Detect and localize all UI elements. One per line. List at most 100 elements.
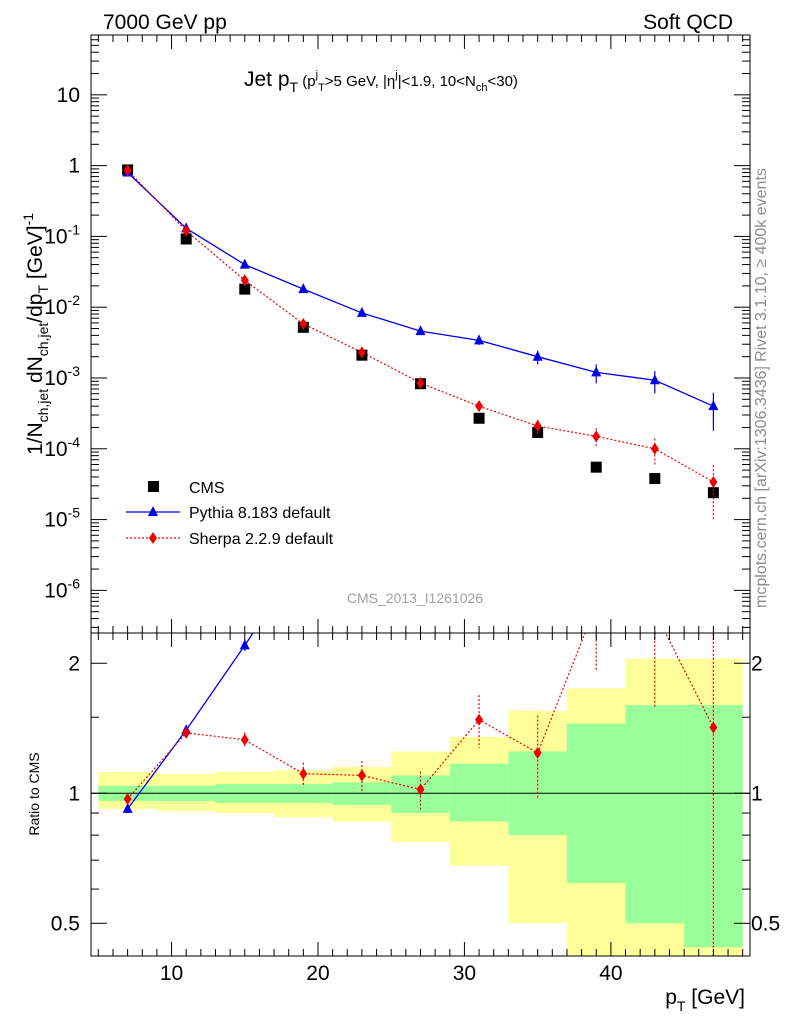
top-y-tick-label: 1 (68, 155, 80, 178)
ratio-pythia-point (416, 467, 426, 477)
ratio-sherpa-point (475, 713, 484, 726)
ratio-sherpa-point (299, 767, 308, 780)
pythia-point (298, 283, 309, 294)
sherpa-point (299, 317, 308, 330)
cms-point (239, 283, 251, 295)
bottom-panel: 0.5 0.5 1 1 2 2 10 20 30 40 Ratio to CMS pT [GeV… (26, 187, 780, 1014)
top-content (122, 164, 719, 522)
top-panel: 10-6 10-5 10-4 10-3 10-2 10-1 1 10 Jet pT (pjT>… (20, 34, 751, 634)
plot-title: Jet pT (pjT>5 GeV, |ηj|<1.9, 10<Nch<30) (244, 68, 518, 95)
pythia-point (239, 258, 250, 269)
legend-sherpa-label: Sherpa 2.2.9 default (189, 531, 334, 548)
top-y-axis-label: 1/Nch,jet dNch,jet/dpT [GeV]-1 (20, 213, 51, 455)
sherpa-point (240, 274, 249, 287)
ratio-pythia-point (239, 639, 250, 650)
cms-point (590, 461, 602, 473)
cms-point (707, 487, 719, 499)
band-inner-6 (449, 763, 509, 822)
legend-entry-pythia: Pythia 8.183 default (126, 505, 331, 522)
ratio-sherpa-point (240, 733, 249, 746)
ratio-pythia-point (298, 552, 308, 562)
band-inner-8 (566, 723, 626, 883)
legend-sherpa-marker (149, 532, 157, 544)
bottom-y-axis-label: Ratio to CMS (26, 752, 42, 835)
ratio-sherpa-point (592, 599, 600, 611)
ratio-sherpa-point (182, 726, 191, 739)
ratio-pythia-point (474, 312, 484, 322)
cms-point (180, 233, 192, 245)
ratio-pythia-point (357, 527, 367, 537)
pythia-point (474, 334, 485, 345)
ratio-pythia-line (127, 633, 254, 810)
x-tick-label: 10 (160, 962, 183, 985)
legend: CMS Pythia 8.183 default Sherpa 2.2.9 de… (126, 480, 334, 548)
ratio-sherpa-point (357, 769, 366, 782)
ratio-sherpa-point (651, 606, 659, 618)
x-tick-labels: 10 20 30 40 (160, 962, 623, 985)
top-y-tick-label: 10-5 (44, 505, 80, 532)
x-tick-label: 40 (599, 962, 622, 985)
top-ticks (91, 34, 750, 633)
ratio-pythia-point (533, 324, 543, 334)
cms-point (649, 473, 661, 485)
top-y-tick-label: 10-4 (44, 434, 80, 461)
top-y-tick-labels: 10-6 10-5 10-4 10-3 10-2 10-1 1 10 (44, 84, 80, 603)
ratio-sherpa-point (709, 721, 718, 734)
legend-pythia-marker (148, 506, 158, 516)
top-y-tick-label: 10-3 (44, 363, 80, 390)
bottom-y-tick-label-right: 1 (751, 782, 763, 805)
legend-cms-marker (148, 481, 159, 492)
bottom-y-tick-labels: 0.5 0.5 1 1 2 2 (51, 652, 780, 935)
top-y-tick-label: 10-2 (44, 292, 80, 319)
sherpa-point (475, 400, 484, 413)
sherpa-point (123, 164, 132, 177)
x-axis-label: pT [GeV] (665, 986, 745, 1014)
analysis-id: CMS_2013_I1261026 (347, 590, 483, 606)
sherpa-point (592, 430, 601, 443)
bottom-content (91, 187, 750, 956)
side-rivet-text: Rivet 3.1.10, ≥ 400k events (753, 168, 770, 362)
top-y-tick-label: 10-1 (44, 221, 80, 248)
sherpa-point (650, 442, 659, 455)
bottom-y-tick-label-left: 2 (68, 652, 80, 675)
side-mcplots-text: mcplots.cern.ch [arXiv:1306.3436] (753, 366, 770, 608)
pythia-point (356, 306, 367, 317)
sherpa-point (709, 475, 718, 488)
pythia-line (127, 172, 714, 407)
cms-point (473, 412, 485, 424)
legend-entry-sherpa: Sherpa 2.2.9 default (126, 531, 334, 548)
bottom-ticks (91, 633, 750, 956)
header-right: Soft QCD (643, 11, 733, 34)
x-tick-label: 20 (306, 962, 329, 985)
ratio-pythia-point (122, 802, 133, 813)
sherpa-point (533, 419, 542, 432)
header-left: 7000 GeV pp (103, 11, 227, 34)
bottom-y-tick-label-left: 0.5 (51, 912, 80, 935)
sherpa-point (357, 346, 366, 359)
band-inner-9 (625, 705, 685, 924)
pythia-point (708, 400, 719, 411)
pythia-point (532, 350, 543, 361)
top-y-tick-label: 10-6 (44, 575, 80, 602)
ratio-sherpa-point (123, 792, 132, 805)
top-y-tick-label: 10 (57, 84, 80, 107)
ratio-pythia-point (591, 209, 601, 219)
sherpa-point (416, 376, 425, 389)
bottom-y-tick-label-left: 1 (68, 782, 80, 805)
ratio-sherpa-point (533, 746, 542, 759)
bottom-y-tick-label-right: 0.5 (751, 912, 780, 935)
legend-pythia-label: Pythia 8.183 default (189, 505, 331, 522)
pythia-point (649, 374, 660, 385)
pythia-point (415, 325, 426, 336)
ratio-sherpa-point (416, 783, 425, 796)
ratio-pythia-point (650, 187, 660, 197)
pythia-point (591, 366, 602, 377)
legend-entry-cms: CMS (148, 480, 225, 497)
bottom-clip-group (91, 187, 750, 956)
sherpa-point (182, 224, 191, 237)
bottom-y-tick-label-right: 2 (751, 652, 763, 675)
x-tick-label: 30 (453, 962, 476, 985)
ratio-pythia-point (708, 259, 718, 269)
legend-cms-label: CMS (189, 480, 225, 497)
